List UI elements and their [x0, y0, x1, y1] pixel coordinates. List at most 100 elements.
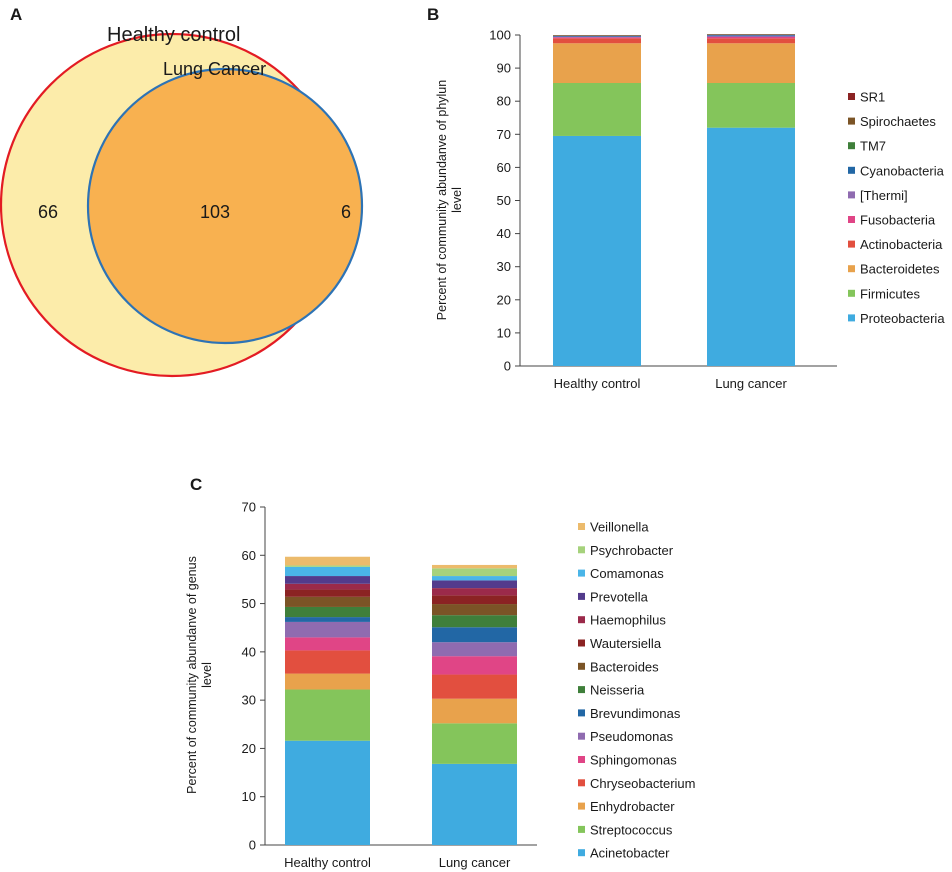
legend-label: Acinetobacter [590, 846, 670, 861]
y-tick-label: 40 [497, 226, 511, 241]
bar-segment-wautersiella-2 [432, 595, 517, 605]
y-tick-label: 90 [497, 61, 511, 76]
bar-segment-veillonella-1 [285, 556, 370, 566]
bar-segment-enhydrobacter-1 [285, 673, 370, 690]
legend-label: Haemophilus [590, 613, 666, 628]
bar-segment-neisseria-2 [432, 615, 517, 628]
legend-label: Bacteroides [590, 659, 659, 674]
bar-segment-proteobacteria-1 [553, 135, 641, 366]
legend-swatch [848, 265, 855, 273]
legend-swatch [578, 732, 585, 740]
bar-segment-psychrobacter-2 [432, 568, 517, 577]
legend-label: Actinobacteria [860, 237, 943, 252]
legend-label: Brevundimonas [590, 706, 681, 721]
bar-segment-wautersiella-1 [285, 589, 370, 597]
y-tick-label: 80 [497, 94, 511, 109]
bar-segment-actinobacteria-2 [707, 38, 795, 44]
bar-segment-brevundimonas-2 [432, 627, 517, 643]
y-axis-title: Percent of community abundanve of phylun… [435, 80, 464, 320]
bar-segment-fusobacteria-1 [553, 37, 641, 39]
x-category-label: Lung cancer [715, 376, 787, 391]
legend-label: Prevotella [590, 589, 649, 604]
bar-segment-pseudomonas-2 [432, 642, 517, 657]
y-tick-label: 10 [242, 789, 256, 804]
y-tick-label: 30 [242, 693, 256, 708]
bar-segment-haemophilus-2 [432, 588, 517, 596]
y-tick-label: 20 [242, 741, 256, 756]
legend-label: Comamonas [590, 566, 664, 581]
bar-segment-psychrobacter-1 [285, 565, 370, 567]
bar-segment-bacteroides-1 [285, 596, 370, 607]
legend-label: TM7 [860, 139, 886, 154]
legend-label: Streptococcus [590, 822, 673, 837]
bar-segment-prevotella-1 [285, 576, 370, 584]
bar-segment-pseudomonas-1 [285, 621, 370, 638]
bar-segment-fusobacteria-2 [707, 36, 795, 39]
legend-swatch [578, 569, 585, 577]
y-tick-label: 70 [497, 127, 511, 142]
x-category-label: Healthy control [554, 376, 641, 391]
legend-label: Sphingomonas [590, 753, 677, 768]
legend-swatch [578, 779, 585, 787]
bar-segment-streptococcus-2 [432, 723, 517, 764]
legend-swatch [848, 240, 855, 248]
y-tick-label: 30 [497, 259, 511, 274]
phylum-chart: B 0 10 20 30 40 50 60 70 80 90 100 Healthy control L… [427, 5, 945, 391]
bar-segment-enhydrobacter-2 [432, 698, 517, 724]
bar-segment-bacteroides-2 [432, 604, 517, 616]
y-tick-label: 0 [504, 359, 511, 374]
bar-segment-brevundimonas-1 [285, 617, 370, 622]
legend-swatch [848, 216, 855, 223]
bar-segment-firmicutes-1 [553, 82, 641, 136]
venn-only-healthy-count: 66 [38, 202, 58, 222]
legend-swatch [578, 756, 585, 763]
bar-segment-thermi-2 [707, 35, 795, 37]
legend-swatch [848, 117, 855, 125]
legend-label: [Thermi] [860, 188, 908, 203]
legend-label: Enhydrobacter [590, 799, 675, 814]
legend-swatch [578, 523, 585, 530]
bar-segment-proteobacteria-2 [707, 127, 795, 367]
legend-label: Fusobacteria [860, 213, 936, 228]
bar-segment-prevotella-2 [432, 580, 517, 589]
bar-segment-streptococcus-1 [285, 689, 370, 741]
legend-label: Firmicutes [860, 286, 920, 301]
legend-swatch [578, 709, 585, 717]
y-tick-label: 40 [242, 644, 256, 659]
legend-label: Spirochaetes [860, 114, 936, 129]
legend-swatch [848, 191, 855, 199]
venn-lung-cancer-label: Lung Cancer [163, 59, 266, 79]
legend-label: Bacteroidetes [860, 262, 940, 277]
legend-swatch [848, 166, 855, 174]
legend-swatch [848, 93, 855, 100]
legend-swatch [578, 616, 585, 624]
bar-segment-bacteroidetes-1 [553, 43, 641, 83]
legend-swatch [848, 314, 855, 322]
legend-swatch [848, 289, 855, 297]
y-tick-label: 10 [497, 325, 511, 340]
panel-letter-a: A [10, 5, 22, 24]
bar-segment-acinetobacter-2 [432, 763, 517, 845]
bar-segment-neisseria-1 [285, 606, 370, 618]
legend-label: Psychrobacter [590, 543, 674, 558]
legend-label: Cyanobacteria [860, 163, 945, 178]
legend-swatch [578, 662, 585, 670]
legend-swatch [578, 592, 585, 600]
bar-segment-acinetobacter-1 [285, 740, 370, 845]
bar-segment-sphingomonas-1 [285, 637, 370, 651]
legend-swatch [578, 802, 585, 810]
bar-segment-haemophilus-1 [285, 583, 370, 590]
legend-label: SR1 [860, 90, 885, 105]
bar-segment-chryseobacterium-2 [432, 674, 517, 699]
y-tick-label: 20 [497, 292, 511, 307]
y-tick-label: 70 [242, 500, 256, 515]
x-category-label: Healthy control [284, 855, 371, 870]
y-tick-label: 100 [489, 28, 511, 43]
bar-segment-cyanobacteria-2 [707, 35, 795, 36]
legend-swatch [578, 639, 585, 647]
legend-swatch [578, 849, 585, 857]
bar-segment-sphingomonas-2 [432, 656, 517, 675]
legend-label: Veillonella [590, 520, 649, 535]
legend-swatch [578, 546, 585, 554]
bar-segment-thermi-1 [553, 36, 641, 38]
